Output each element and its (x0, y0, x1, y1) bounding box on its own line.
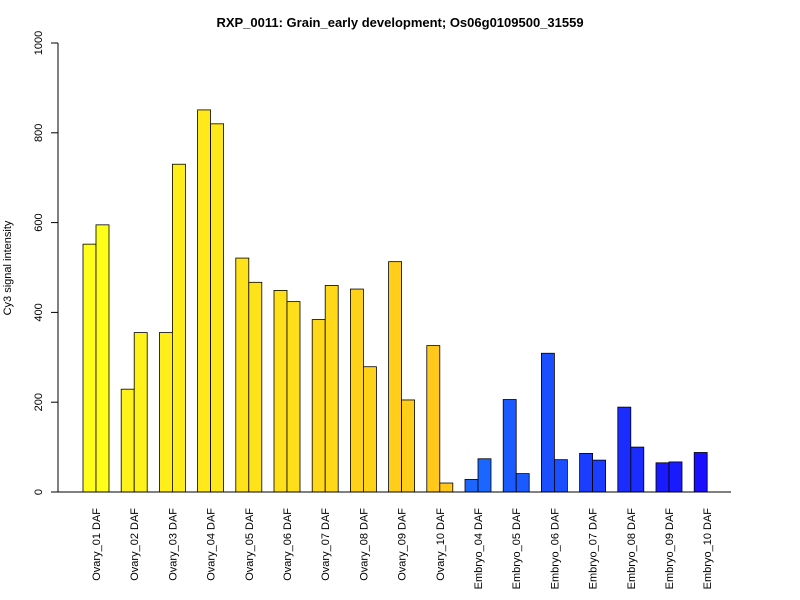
x-tick-label: Ovary_03 DAF (167, 508, 179, 581)
y-axis-label: Cy3 signal intensity (2, 220, 14, 315)
x-tick-label: Embryo_05 DAF (511, 508, 523, 590)
bar (248, 281, 263, 493)
y-axis: 0 200 400 600 800 1000 (33, 31, 59, 495)
bar (617, 406, 632, 493)
bar (464, 479, 479, 493)
bar (579, 452, 593, 493)
x-tick-label: Embryo_10 DAF (702, 508, 714, 590)
y-tick-label: 400 (33, 303, 45, 321)
bar (349, 288, 364, 493)
chart-title: RXP_0011: Grain_early development; Os06g… (216, 15, 583, 30)
bar (668, 461, 683, 493)
x-tick-label: Ovary_02 DAF (129, 508, 141, 581)
bar (235, 257, 250, 493)
bar (439, 482, 454, 493)
x-tick-label: Ovary_06 DAF (282, 508, 294, 581)
x-tick-label: Ovary_07 DAF (320, 508, 332, 581)
bar (171, 163, 186, 493)
bar (197, 109, 212, 493)
bar (502, 399, 517, 493)
bar (120, 388, 135, 493)
bar (95, 224, 110, 493)
x-tick-label: Ovary_05 DAF (244, 508, 256, 581)
x-tick-label: Ovary_04 DAF (206, 508, 218, 581)
bar (630, 446, 645, 493)
x-tick-label: Ovary_10 DAF (435, 508, 447, 581)
bar (401, 399, 416, 493)
x-tick-label: Embryo_04 DAF (473, 508, 485, 590)
x-tick-label: Ovary_08 DAF (358, 508, 370, 581)
bar (426, 345, 441, 493)
x-tick-label: Ovary_09 DAF (397, 508, 409, 581)
bar (362, 366, 377, 493)
bar (133, 332, 148, 493)
bar (286, 301, 301, 493)
bar (541, 352, 555, 493)
bar (693, 452, 708, 493)
y-tick-label: 600 (33, 213, 45, 231)
y-tick-label: 200 (33, 393, 45, 411)
bar (158, 332, 173, 493)
y-tick-label: 1000 (33, 31, 45, 55)
bar (388, 261, 403, 493)
bar (324, 285, 339, 493)
bar (554, 459, 568, 493)
bar (477, 458, 492, 493)
bars (82, 109, 708, 493)
bar (210, 123, 225, 493)
x-tick-label: Embryo_07 DAF (588, 508, 600, 590)
bar (592, 459, 606, 493)
bar (515, 473, 530, 493)
bar (655, 462, 670, 493)
x-tick-label: Ovary_01 DAF (91, 508, 103, 581)
x-axis-tick-labels: Ovary_01 DAF Ovary_02 DAF Ovary_03 DAF Ovar… (91, 508, 714, 590)
bar (82, 243, 97, 493)
y-tick-label: 0 (33, 489, 45, 495)
y-tick-label: 800 (33, 124, 45, 142)
x-tick-label: Embryo_08 DAF (626, 508, 638, 590)
x-tick-label: Embryo_06 DAF (549, 508, 561, 590)
x-tick-label: Embryo_09 DAF (664, 508, 676, 590)
bar (311, 319, 326, 493)
bar (273, 289, 288, 493)
